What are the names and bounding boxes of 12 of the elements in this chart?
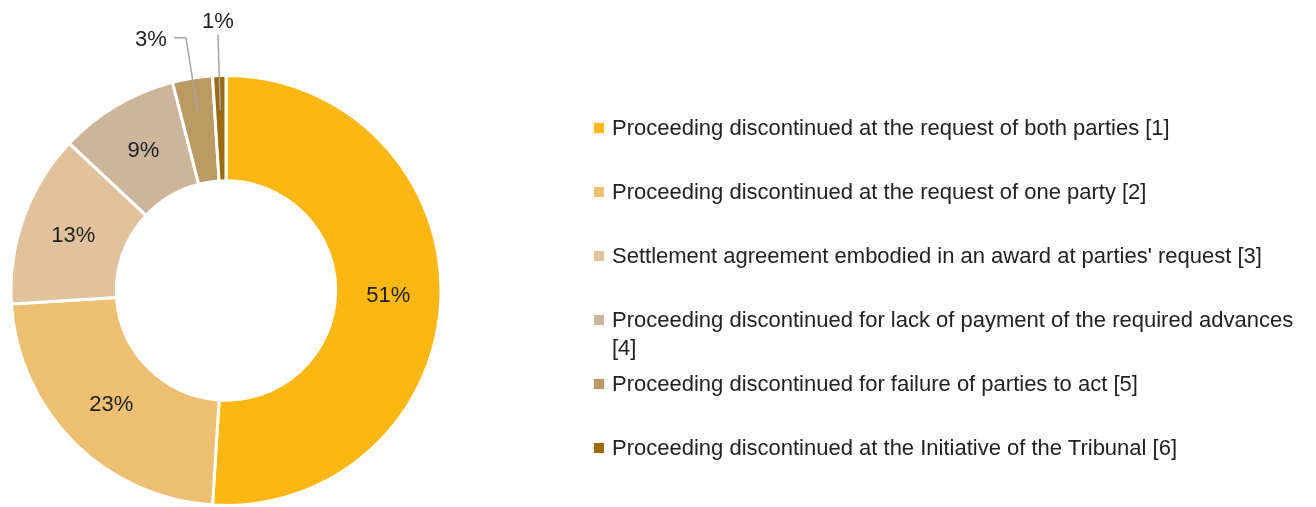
data-label: 3%: [134, 25, 167, 51]
data-label: 9%: [127, 136, 160, 162]
legend-label: Proceeding discontinued for failure of parties to act [5]: [612, 370, 1138, 398]
legend-label: Proceeding discontinued at the request of both parties [1]: [612, 114, 1170, 142]
data-label: 13%: [51, 221, 96, 247]
legend-label: Proceeding discontinued at the Initiative of the Tribunal [6]: [612, 434, 1178, 462]
data-label: 23%: [89, 391, 134, 417]
data-label: 51%: [366, 281, 411, 307]
data-label: 1%: [202, 7, 234, 33]
legend-label: Proceeding discontinued for lack of payment of the required advances [4]: [612, 306, 1295, 362]
legend-label: Settlement agreement embodied in an award at parties' request [3]: [612, 242, 1262, 270]
legend-label: Proceeding discontinued at the request of one party [2]: [612, 178, 1147, 206]
